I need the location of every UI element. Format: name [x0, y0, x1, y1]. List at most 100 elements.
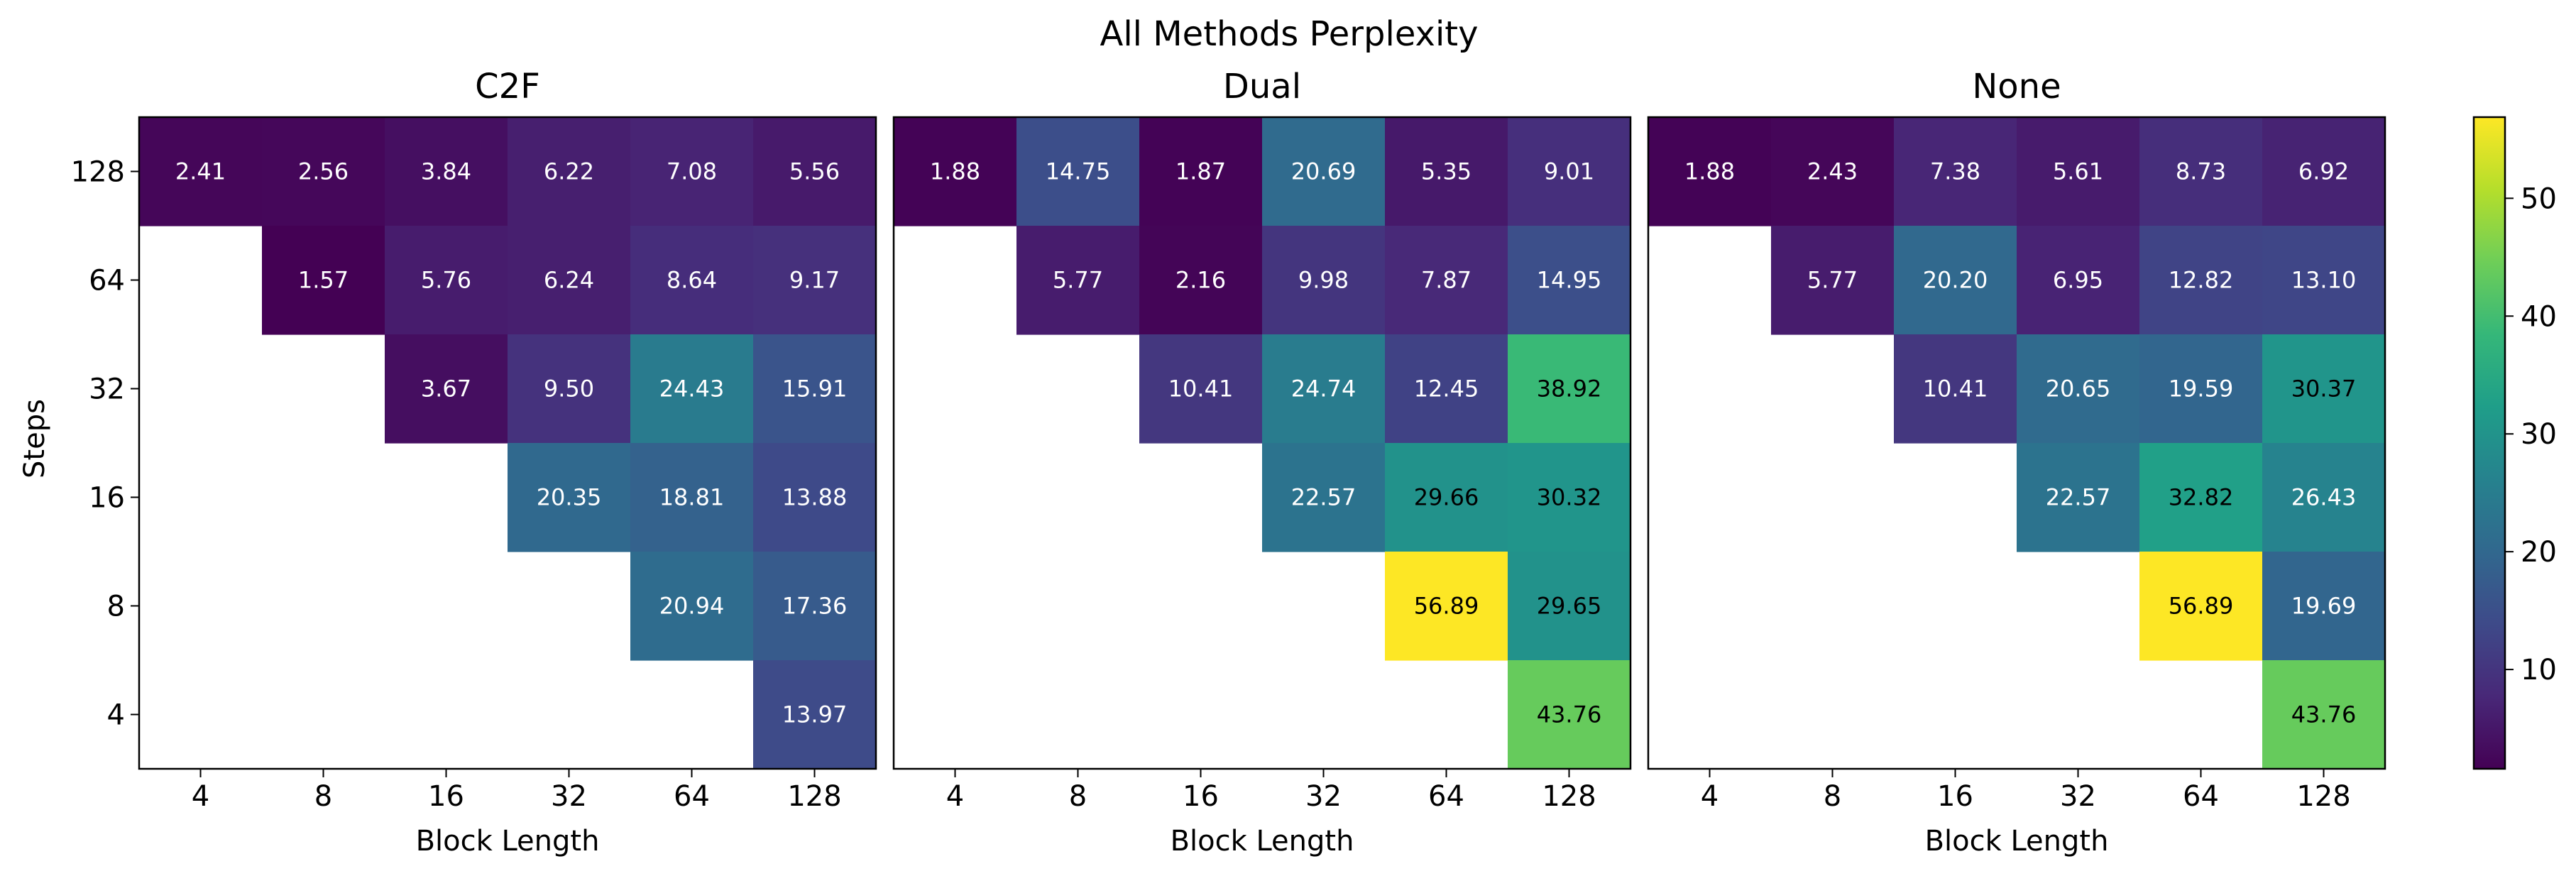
cell-value-label: 13.10 — [2291, 267, 2357, 294]
cell-value-label: 9.50 — [544, 376, 594, 403]
heatmap-cell — [894, 117, 1017, 226]
panel-frame — [138, 116, 877, 770]
cell-value-label: 30.32 — [1537, 484, 1602, 511]
x-tick-label: 16 — [428, 780, 464, 813]
cell-value-label: 20.35 — [537, 484, 602, 511]
cell-value-label: 3.84 — [421, 158, 471, 185]
cell-value-label: 8.73 — [2176, 158, 2226, 185]
heatmap-cell — [1139, 334, 1263, 444]
y-tick-label: 64 — [89, 265, 125, 297]
heatmap-cell — [1139, 117, 1263, 226]
y-tick-label: 4 — [107, 699, 125, 732]
heatmap-panel-none: None 1.88 2.43 7.38 5.61 8.73 6.92 5.77 20.20 6.9… — [1647, 67, 2386, 858]
cell-value-label: 29.65 — [1537, 593, 1602, 620]
cell-value-label: 20.20 — [1923, 267, 1988, 294]
cell-value-label: 22.57 — [2046, 484, 2111, 511]
x-tick-label: 8 — [1069, 780, 1087, 813]
heatmap-cell — [753, 552, 877, 661]
cell-value-label: 6.95 — [2053, 267, 2103, 294]
cell-value-label: 1.57 — [298, 267, 349, 294]
cell-value-label: 2.41 — [175, 158, 226, 185]
heatmap-cell — [1262, 443, 1386, 552]
cell-value-label: 6.22 — [544, 158, 594, 185]
heatmap-cell — [1016, 117, 1140, 226]
heatmap-cell — [1508, 443, 1631, 552]
heatmap-cell — [1771, 117, 1895, 226]
heatmap-panel-c2f: C2F 2.41 2.56 3.84 6.22 7.08 5.56 1.57 5.76 6.24 8… — [71, 67, 877, 858]
heatmap-cell — [753, 660, 877, 770]
x-tick-label: 32 — [1305, 780, 1342, 813]
cell-value-label: 2.56 — [298, 158, 349, 185]
heatmap-cell — [1385, 552, 1508, 661]
cell-value-label: 20.65 — [2046, 376, 2111, 403]
cell-value-label: 43.76 — [2291, 701, 2357, 728]
cell-value-label: 5.76 — [421, 267, 471, 294]
cell-value-label: 20.69 — [1291, 158, 1356, 185]
panel-title: Dual — [1223, 67, 1301, 106]
heatmap-cell — [385, 334, 508, 444]
cell-value-label: 10.41 — [1168, 376, 1234, 403]
y-axis-label: Steps — [18, 399, 51, 478]
heatmap-cell — [1262, 334, 1386, 444]
heatmap-cell — [1894, 334, 2017, 444]
cell-value-label: 43.76 — [1537, 701, 1602, 728]
cell-value-label: 13.97 — [782, 701, 848, 728]
x-tick-label: 128 — [787, 780, 841, 813]
cell-value-label: 13.88 — [782, 484, 848, 511]
x-axis-label: Block Length — [416, 825, 600, 858]
colorbar-tick-label: 30 — [2521, 418, 2557, 451]
heatmap-cell — [2139, 334, 2263, 444]
heatmap-cell — [2262, 660, 2386, 770]
cell-value-label: 5.61 — [2053, 158, 2103, 185]
figure-title: All Methods Perplexity — [1100, 14, 1478, 54]
heatmap-panel-dual: Dual 1.88 14.75 1.87 20.69 5.35 9.01 5.77 2.16 9.… — [892, 67, 1632, 858]
x-tick-label: 64 — [674, 780, 710, 813]
cell-value-label: 9.98 — [1298, 267, 1349, 294]
heatmap-cell — [630, 334, 754, 444]
heatmap-cell — [2139, 117, 2263, 226]
cell-value-label: 14.95 — [1537, 267, 1602, 294]
x-tick-label: 128 — [2296, 780, 2350, 813]
heatmap-cell — [1508, 226, 1631, 335]
heatmap-cell — [385, 226, 508, 335]
cell-value-label: 7.08 — [667, 158, 717, 185]
heatmap-cell — [2262, 226, 2386, 335]
heatmap-cell — [262, 117, 385, 226]
heatmap-cell — [2262, 443, 2386, 552]
cell-value-label: 1.88 — [930, 158, 980, 185]
heatmap-cell — [508, 226, 631, 335]
x-axis-label: Block Length — [1171, 825, 1354, 858]
x-tick-label: 4 — [192, 780, 209, 813]
panel-frame — [1647, 116, 2386, 770]
cell-value-label: 20.94 — [659, 593, 725, 620]
heatmap-cell — [753, 443, 877, 552]
heatmap-cell — [2139, 443, 2263, 552]
heatmap-cell — [2262, 334, 2386, 444]
cell-value-label: 38.92 — [1537, 376, 1602, 403]
cell-value-label: 15.91 — [782, 376, 848, 403]
x-tick-label: 16 — [1937, 780, 1973, 813]
x-tick-label: 4 — [946, 780, 964, 813]
heatmap-panels: C2F 2.41 2.56 3.84 6.22 7.08 5.56 1.57 5.76 6.24 8… — [71, 67, 2386, 858]
x-tick-label: 32 — [551, 780, 587, 813]
y-tick-label: 32 — [89, 373, 125, 406]
x-tick-label: 8 — [1824, 780, 1841, 813]
cell-value-label: 6.24 — [544, 267, 594, 294]
heatmap-cell — [2139, 226, 2263, 335]
cell-value-label: 12.82 — [2169, 267, 2234, 294]
heatmap-cell — [139, 117, 263, 226]
heatmap-cell — [2017, 117, 2140, 226]
cell-value-label: 14.75 — [1046, 158, 1111, 185]
heatmap-cell — [1648, 117, 1772, 226]
cell-value-label: 19.69 — [2291, 593, 2357, 620]
cell-value-label: 26.43 — [2291, 484, 2357, 511]
heatmap-cell — [1139, 226, 1263, 335]
cell-value-label: 6.92 — [2298, 158, 2349, 185]
panel-title: C2F — [475, 67, 540, 106]
cell-value-label: 5.77 — [1807, 267, 1858, 294]
cell-value-label: 3.67 — [421, 376, 471, 403]
heatmap-cell — [753, 334, 877, 444]
heatmap-cell — [1262, 226, 1386, 335]
heatmap-cell — [1262, 117, 1386, 226]
heatmap-cell — [753, 226, 877, 335]
